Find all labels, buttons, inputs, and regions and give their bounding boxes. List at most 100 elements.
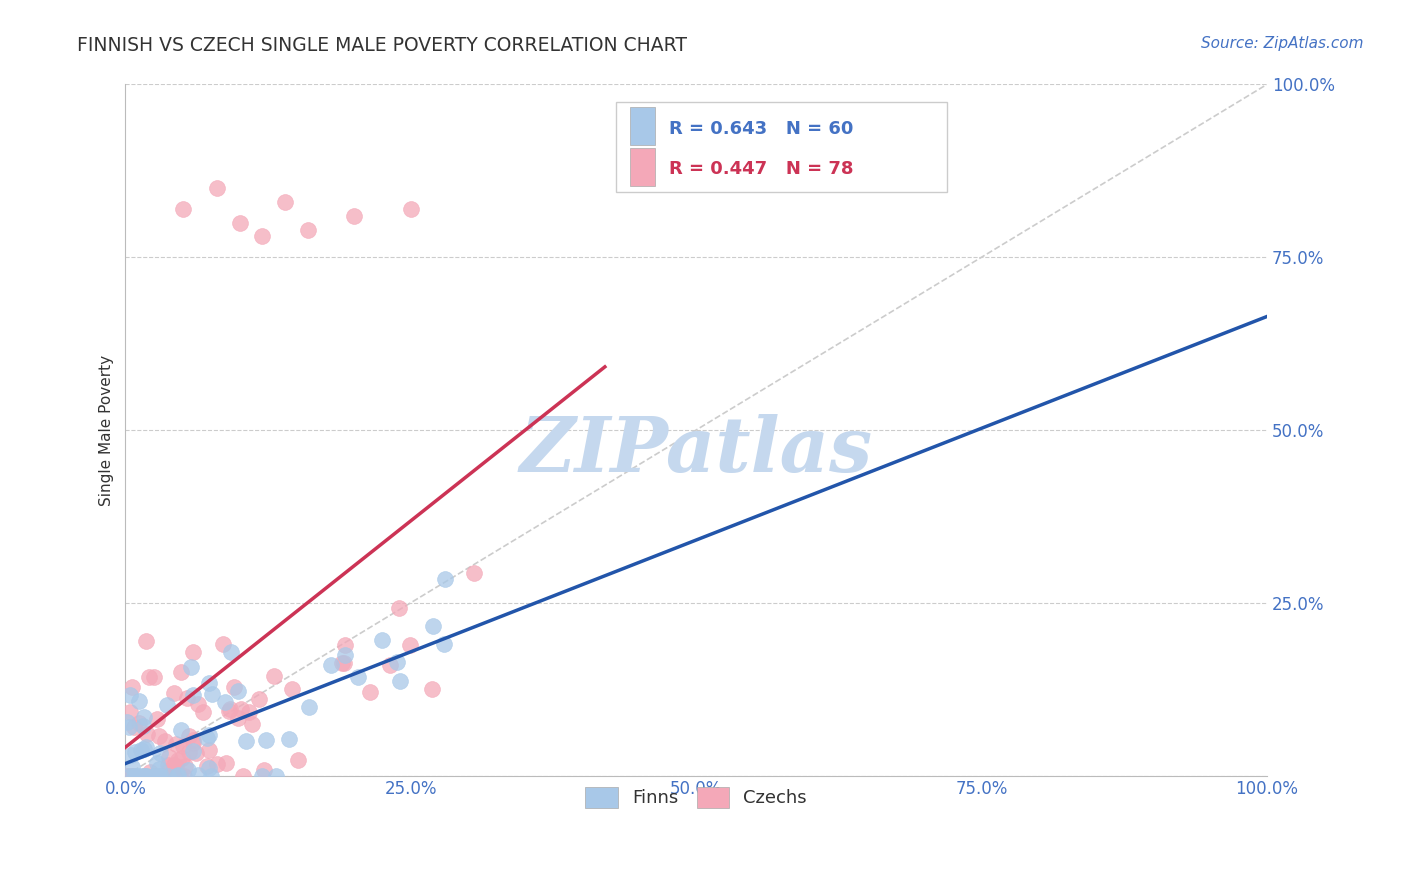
Point <box>145 712 167 726</box>
Point <box>128 716 150 731</box>
Point <box>198 761 221 775</box>
Point <box>172 739 194 753</box>
Point <box>121 760 143 774</box>
Text: ZIPatlas: ZIPatlas <box>520 414 873 488</box>
Point <box>156 758 179 772</box>
Point <box>170 751 193 765</box>
Point <box>277 732 299 747</box>
Point <box>121 768 143 782</box>
Point <box>420 681 443 696</box>
Point <box>124 745 146 759</box>
Point <box>121 680 143 694</box>
Point <box>167 753 190 767</box>
Point <box>148 730 170 744</box>
Point <box>198 676 221 690</box>
Point <box>172 202 194 216</box>
Point <box>380 658 402 673</box>
Point <box>333 639 356 653</box>
Point <box>219 645 242 659</box>
Point <box>214 695 236 709</box>
Point <box>321 658 343 673</box>
Point <box>347 670 370 684</box>
Point <box>117 768 139 782</box>
Point <box>118 768 141 782</box>
Point <box>197 759 219 773</box>
Point <box>226 684 249 698</box>
Point <box>157 750 180 764</box>
Point <box>218 704 240 718</box>
Point <box>146 756 169 770</box>
Point <box>298 700 321 714</box>
Point <box>274 194 297 209</box>
Point <box>118 688 141 702</box>
Point <box>330 656 353 670</box>
Point <box>191 705 214 719</box>
Point <box>177 745 200 759</box>
Point <box>143 670 166 684</box>
Point <box>228 216 250 230</box>
Point <box>250 768 273 782</box>
Point <box>252 229 274 244</box>
Point <box>166 768 188 782</box>
Point <box>177 763 200 777</box>
Point <box>139 764 162 779</box>
Point <box>247 691 270 706</box>
Point <box>132 742 155 756</box>
Point <box>142 768 165 782</box>
Point <box>197 731 219 745</box>
Point <box>343 209 366 223</box>
Point <box>169 665 191 679</box>
Point <box>129 743 152 757</box>
Point <box>150 768 173 782</box>
Point <box>266 768 288 782</box>
Point <box>114 768 136 782</box>
Point <box>197 728 219 742</box>
Point <box>165 760 187 774</box>
Text: R = 0.643   N = 60: R = 0.643 N = 60 <box>669 120 853 137</box>
Point <box>201 687 224 701</box>
Point <box>385 655 408 669</box>
Y-axis label: Single Male Poverty: Single Male Poverty <box>100 354 114 506</box>
Point <box>148 768 170 782</box>
Point <box>433 637 456 651</box>
Point <box>180 660 202 674</box>
Point <box>181 733 204 747</box>
Point <box>253 763 276 777</box>
Point <box>132 768 155 782</box>
Point <box>181 688 204 702</box>
Point <box>263 669 285 683</box>
Point <box>157 768 180 782</box>
Point <box>219 702 242 716</box>
Point <box>287 753 309 767</box>
Point <box>120 748 142 763</box>
Point <box>148 763 170 777</box>
Point <box>128 694 150 708</box>
Point <box>463 566 485 581</box>
Point <box>156 698 179 712</box>
Point <box>132 710 155 724</box>
Point <box>238 706 260 720</box>
Point <box>176 690 198 705</box>
Point <box>134 768 156 782</box>
Point <box>183 744 205 758</box>
Point <box>224 680 246 694</box>
Point <box>215 756 238 770</box>
Point <box>422 618 444 632</box>
Point <box>370 632 392 647</box>
Point <box>170 723 193 738</box>
Point <box>297 222 319 236</box>
Point <box>173 768 195 782</box>
Text: Source: ZipAtlas.com: Source: ZipAtlas.com <box>1201 36 1364 51</box>
Point <box>131 718 153 732</box>
Point <box>135 634 157 648</box>
Point <box>136 768 159 782</box>
Point <box>212 636 235 650</box>
Point <box>359 685 381 699</box>
Point <box>138 670 160 684</box>
FancyBboxPatch shape <box>616 102 948 192</box>
Point <box>167 768 190 782</box>
Point <box>231 702 253 716</box>
Point <box>181 737 204 751</box>
Point <box>388 600 411 615</box>
Point <box>280 681 302 696</box>
